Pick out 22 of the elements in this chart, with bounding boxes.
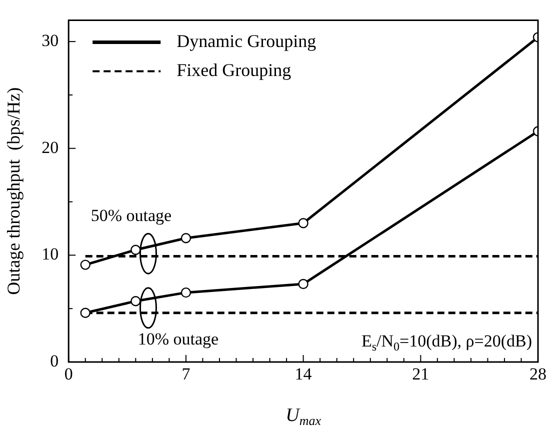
point xyxy=(80,260,90,270)
y-axis-title: Outage throughput (bps/Hz) xyxy=(4,87,24,295)
x-tick-label: 0 xyxy=(64,364,73,384)
x-tick-label: 7 xyxy=(182,364,191,384)
legend-label: Fixed Grouping xyxy=(176,60,292,80)
point xyxy=(180,233,192,244)
point xyxy=(80,308,90,318)
x-tick-label: 21 xyxy=(412,364,430,384)
point xyxy=(130,244,141,255)
point xyxy=(180,287,192,298)
annotation: 10% outage xyxy=(138,329,219,348)
point xyxy=(130,296,141,306)
x-tick-label: 14 xyxy=(294,364,312,384)
annotation: 50% outage xyxy=(90,206,172,226)
y-tick-label: 30 xyxy=(42,31,59,50)
x-tick-label: 28 xyxy=(530,364,546,384)
point xyxy=(298,278,308,290)
y-tick-label: 0 xyxy=(50,351,59,370)
y-tick-label: 10 xyxy=(42,244,59,264)
point xyxy=(298,218,308,228)
y-tick-label: 20 xyxy=(42,138,59,157)
legend-label: Dynamic Grouping xyxy=(176,30,316,51)
